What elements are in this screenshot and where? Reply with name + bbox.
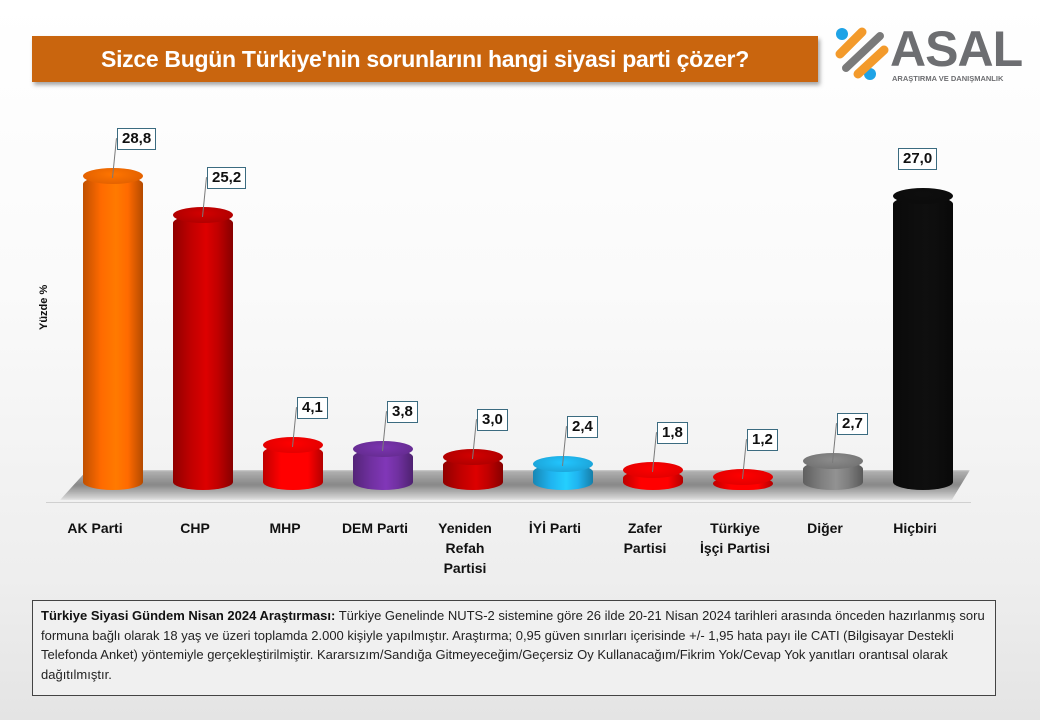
asal-logo: ASAL ARAŞTIRMA VE DANIŞMANLIK bbox=[832, 21, 1023, 84]
category-label: Diğer bbox=[780, 518, 870, 538]
logo-subtitle: ARAŞTIRMA VE DANIŞMANLIK bbox=[892, 74, 1004, 83]
category-line: DEM Parti bbox=[341, 520, 409, 536]
category-line: Türkiye bbox=[710, 520, 760, 536]
value-label: 3,0 bbox=[477, 409, 508, 432]
bar-10 bbox=[893, 187, 953, 490]
y-axis-label: Yüzde % bbox=[38, 284, 50, 330]
category-line: CHP bbox=[180, 520, 210, 536]
value-label: 2,4 bbox=[567, 415, 598, 438]
category-line: MHP bbox=[269, 520, 301, 536]
category-line: Diğer bbox=[807, 520, 843, 536]
category-line: Refah bbox=[445, 540, 485, 556]
bar-6 bbox=[533, 455, 593, 490]
bar-1 bbox=[83, 168, 143, 490]
category-line: İYİ Parti bbox=[528, 520, 582, 536]
methodology-note: Türkiye Siyasi Gündem Nisan 2024 Araştır… bbox=[32, 600, 996, 696]
category-line: Zafer bbox=[627, 520, 663, 536]
category-line: AK Parti bbox=[67, 520, 123, 536]
value-label: 1,8 bbox=[657, 422, 688, 445]
category-label: CHP bbox=[150, 518, 240, 538]
bar-3 bbox=[263, 437, 323, 490]
category-line: Partisi bbox=[623, 540, 667, 556]
category-label: Hiçbiri bbox=[870, 518, 960, 538]
value-label: 2,7 bbox=[837, 412, 868, 435]
bar-7 bbox=[623, 462, 683, 490]
category-line: Hiçbiri bbox=[893, 520, 937, 536]
bar-4 bbox=[353, 440, 413, 490]
category-line: İşçi Partisi bbox=[699, 540, 771, 556]
category-label: Türkiye İşçi Partisi bbox=[690, 518, 780, 558]
value-label: 4,1 bbox=[297, 397, 328, 420]
bar-2 bbox=[173, 207, 233, 490]
category-label: İYİ Parti bbox=[510, 518, 600, 538]
note-text: Türkiye Genelinde NUTS-2 sistemine göre … bbox=[41, 608, 985, 682]
category-line: Yeniden bbox=[438, 520, 492, 536]
category-label: DEM Parti bbox=[330, 518, 420, 538]
value-label: 27,0 bbox=[898, 147, 938, 170]
asal-logo-icon bbox=[835, 27, 889, 80]
category-label: AK Parti bbox=[50, 518, 140, 538]
value-label: 28,8 bbox=[117, 128, 157, 151]
chart-title: Sizce Bugün Türkiye'nin sorunlarını hang… bbox=[32, 36, 818, 82]
category-label: Zafer Partisi bbox=[600, 518, 690, 558]
category-label: Yeniden Refah Partisi bbox=[420, 518, 510, 578]
value-label: 1,2 bbox=[747, 428, 778, 451]
bar-top bbox=[893, 187, 953, 204]
x-axis-line bbox=[46, 502, 971, 503]
value-label: 3,8 bbox=[387, 400, 418, 423]
bar-9 bbox=[803, 452, 863, 490]
bar-5 bbox=[443, 449, 503, 490]
category-line: Partisi bbox=[443, 560, 487, 576]
note-heading: Türkiye Siyasi Gündem Nisan 2024 Araştır… bbox=[41, 608, 336, 623]
category-label: MHP bbox=[240, 518, 330, 538]
logo-name: ASAL bbox=[890, 21, 1023, 77]
value-label: 25,2 bbox=[207, 167, 247, 190]
